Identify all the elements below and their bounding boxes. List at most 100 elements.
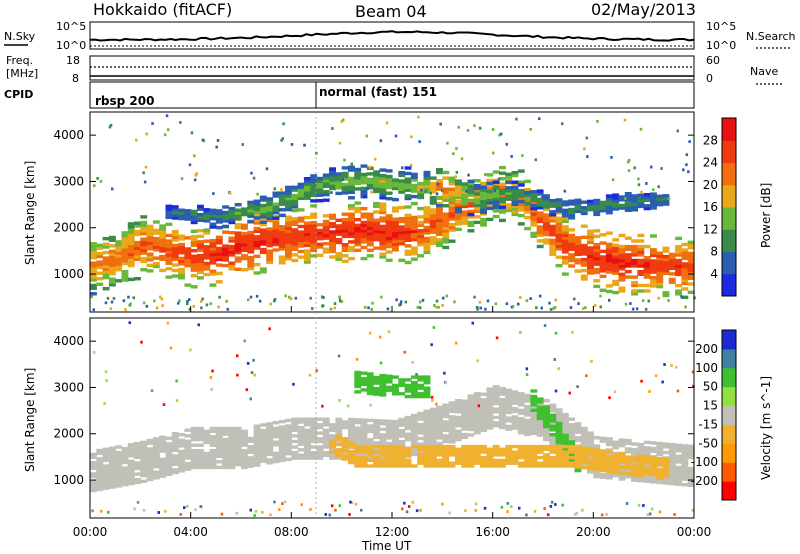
power-cell [392,181,399,185]
power-cell [480,196,487,201]
velocity-cell [329,425,336,430]
velocity-cell [499,386,506,391]
power-cell [190,235,198,239]
velocity-cell [253,432,261,437]
velocity-cell [222,465,229,470]
power-cell [108,244,116,248]
power-cell [675,236,682,241]
velocity-cell [392,450,399,454]
power-cell [511,173,519,178]
velocity-cell [618,477,626,481]
power-cell [134,232,141,236]
power-cell [624,247,632,251]
power-cell [146,241,154,245]
velocity-cell [524,444,531,449]
power-cell [561,230,569,235]
velocity-cell [613,390,617,394]
velocity-cell [442,458,450,463]
velocity-cell [247,447,255,452]
velocity-cell [341,454,349,458]
power-cell [549,249,557,254]
power-cell [409,163,413,167]
power-cell [410,194,418,199]
power-cell [410,229,418,234]
velocity-cell [429,447,437,451]
velocity-cell [517,408,525,413]
velocity-cell [398,442,406,447]
velocity-cell [555,411,563,415]
power-cell [398,258,406,262]
velocity-cell [543,447,550,451]
power-cell [272,202,280,206]
power-colorbar-swatch [722,140,736,163]
velocity-cell [373,446,380,451]
power-cell [178,242,185,247]
velocity-cell [303,423,311,427]
velocity-cell [467,450,475,454]
power-cell [555,225,563,229]
velocity-cell [184,467,192,471]
velocity-cell [505,410,513,415]
velocity-cell [480,450,487,454]
velocity-cell [96,451,104,455]
velocity-cell [310,431,318,435]
velocity-cell [549,406,557,410]
velocity-cell [423,434,431,439]
velocity-cell [417,386,425,390]
power-cell [404,213,412,217]
velocity-cell [429,450,437,454]
power-cell [392,237,399,241]
power-cell [373,235,380,239]
power-cell [247,250,255,254]
power-cell [379,252,387,256]
power-cell [549,238,557,242]
velocity-cell [549,424,557,429]
power-cell [612,204,620,208]
power-cell [171,263,179,267]
power-cell [285,215,292,219]
power-cell [209,258,217,262]
power-cell [127,258,135,262]
velocity-cell [341,425,349,430]
velocity-cell [524,456,531,460]
power-cell [631,275,638,279]
power-cell [121,239,129,243]
velocity-cell [510,505,513,508]
velocity-cell [618,468,626,473]
power-cell [354,176,362,180]
power-cell [348,204,355,208]
velocity-cell [423,437,431,441]
power-cell [505,142,508,146]
velocity-cell [492,390,500,395]
power-cell [442,195,450,200]
power-cell [146,233,154,237]
velocity-cell [561,436,569,440]
power-cell [561,208,569,212]
velocity-cell [555,432,563,437]
power-cell [555,244,563,248]
velocity-cell [360,437,368,442]
velocity-cell [303,417,311,421]
power-cell [348,165,355,169]
power-cell [256,192,259,196]
power-cell [530,212,538,216]
power-cell [96,260,104,264]
velocity-cell [392,436,399,440]
velocity-cell [524,421,531,425]
velocity-cell [681,460,689,465]
velocity-cell [675,365,678,369]
velocity-cell [354,454,362,458]
power-cell [399,302,402,306]
power-cell [341,226,349,230]
nave-label: Nave [750,65,778,78]
velocity-cell [574,448,582,452]
power-cell [650,264,657,269]
velocity-cell [222,429,229,433]
velocity-cell [517,400,525,404]
velocity-cell [505,419,513,423]
velocity-cell [329,442,336,446]
velocity-cell [448,461,456,465]
power-cell [392,178,399,182]
power-cell [190,265,198,270]
